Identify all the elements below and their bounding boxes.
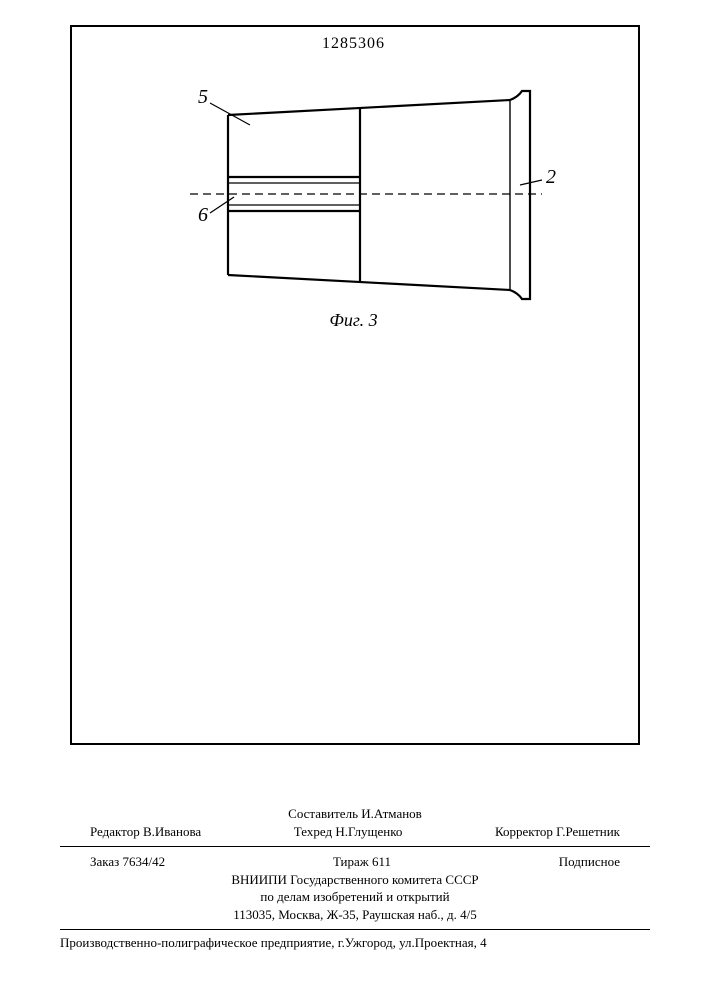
- footer-printer: Производственно-полиграфическое предприя…: [60, 935, 660, 951]
- colophon-block: Составитель И.Атманов Редактор В.Иванова…: [60, 805, 650, 936]
- org-line-2: по делам изобретений и открытий: [60, 888, 650, 906]
- order-number: Заказ 7634/42: [90, 853, 165, 871]
- document-number: 1285306: [0, 35, 707, 53]
- compiler-label: Составитель: [288, 806, 358, 821]
- org-address: 113035, Москва, Ж-35, Раушская наб., д. …: [60, 906, 650, 924]
- editor-label: Редактор: [90, 824, 140, 839]
- techred-name: Н.Глущенко: [335, 824, 402, 839]
- corrector-name: Г.Решетник: [556, 824, 620, 839]
- figure-caption: Фиг. 3: [0, 310, 707, 331]
- org-line-1: ВНИИПИ Государственного комитета СССР: [60, 871, 650, 889]
- label-5: 5: [198, 86, 208, 108]
- divider: [60, 929, 650, 930]
- label-6: 6: [198, 204, 208, 226]
- print-run: Тираж 611: [333, 853, 391, 871]
- label-2: 2: [546, 166, 556, 188]
- compiler-name: И.Атманов: [361, 806, 422, 821]
- corrector-label: Корректор: [495, 824, 553, 839]
- figure-3-drawing: 5 6 2: [170, 85, 560, 315]
- techred-label: Техред: [294, 824, 332, 839]
- editor-name: В.Иванова: [143, 824, 201, 839]
- divider: [60, 846, 650, 847]
- subscription: Подписное: [559, 853, 620, 871]
